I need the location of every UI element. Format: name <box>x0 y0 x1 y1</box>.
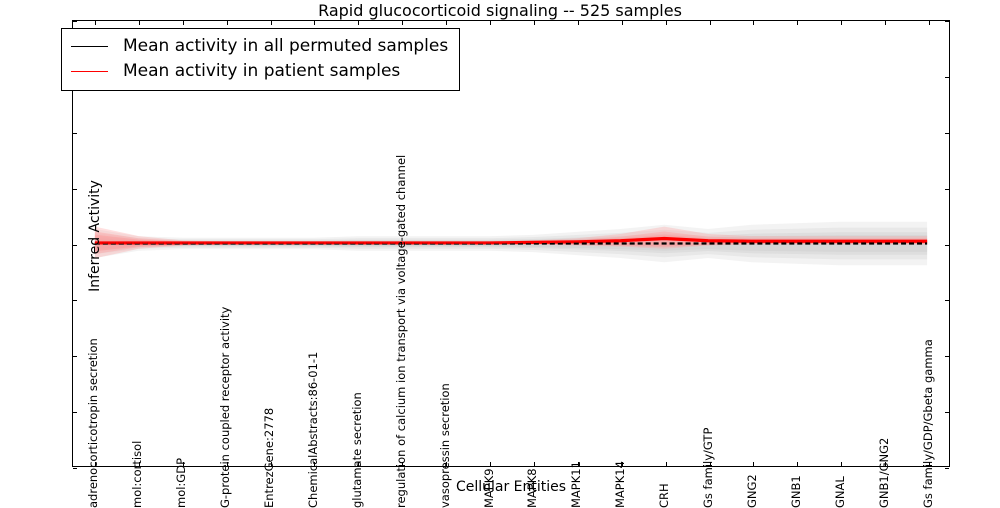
y-tick-mark <box>945 356 949 358</box>
x-tick-mark <box>841 21 843 25</box>
x-tick-mark <box>490 462 492 466</box>
legend-label-patient: Mean activity in patient samples <box>123 61 401 81</box>
x-tick-label: EntrezGene:2778 <box>262 407 277 508</box>
legend-swatch-patient <box>71 71 108 72</box>
plot-clip-region <box>73 21 949 466</box>
x-tick-mark <box>182 462 184 466</box>
x-tick-mark <box>753 462 755 466</box>
y-tick-mark <box>73 412 77 414</box>
chart-legend: Mean activity in all permuted samples Me… <box>61 28 461 91</box>
x-tick-mark <box>885 462 887 466</box>
x-tick-mark <box>753 21 755 25</box>
x-tick-label: glutamate secretion <box>349 392 364 508</box>
x-tick-mark <box>138 21 140 25</box>
y-tick-mark <box>73 244 77 246</box>
data-plot-svg <box>94 221 928 266</box>
y-tick-mark <box>945 300 949 302</box>
x-tick-mark <box>94 21 96 25</box>
x-tick-mark <box>446 21 448 25</box>
x-tick-mark <box>665 462 667 466</box>
x-tick-mark <box>358 462 360 466</box>
y-tick-mark <box>73 188 77 190</box>
x-tick-mark <box>533 21 535 25</box>
x-tick-label: mol:cortisol <box>130 440 145 508</box>
y-tick-mark <box>945 468 949 469</box>
x-tick-mark <box>226 21 228 25</box>
x-tick-mark <box>402 21 404 25</box>
x-tick-mark <box>270 462 272 466</box>
y-tick-mark <box>945 132 949 134</box>
x-tick-mark <box>709 21 711 25</box>
x-tick-mark <box>314 462 316 466</box>
legend-swatch-permuted <box>71 46 108 47</box>
x-tick-mark <box>270 21 272 25</box>
x-tick-mark <box>577 21 579 25</box>
x-tick-label: mol:GDP <box>174 457 189 508</box>
y-tick-mark <box>73 132 77 134</box>
y-tick-mark <box>945 76 949 78</box>
x-tick-mark <box>314 21 316 25</box>
x-tick-mark <box>138 462 140 466</box>
x-tick-label: Gs family/GTP <box>701 427 716 508</box>
x-tick-label: G-protein coupled receptor activity <box>218 306 233 508</box>
x-tick-mark <box>929 462 931 466</box>
x-tick-mark <box>797 21 799 25</box>
x-tick-label: MAPK9 <box>481 468 496 508</box>
x-tick-mark <box>841 462 843 466</box>
y-tick-mark <box>945 21 949 22</box>
x-tick-mark <box>621 21 623 25</box>
x-tick-mark <box>226 462 228 466</box>
x-tick-mark <box>533 462 535 466</box>
series-line <box>94 237 928 244</box>
y-tick-mark <box>73 356 77 358</box>
x-tick-label: CRH <box>657 483 672 508</box>
legend-item-patient: Mean activity in patient samples <box>71 59 448 84</box>
x-tick-label: GNB1/GNG2 <box>876 437 891 508</box>
x-tick-label: GNAL <box>832 476 847 508</box>
y-tick-mark <box>945 188 949 190</box>
x-tick-label: MAPK14 <box>613 461 628 508</box>
x-tick-label: adrenocorticotropin secretion <box>86 338 101 508</box>
legend-item-permuted: Mean activity in all permuted samples <box>71 34 448 59</box>
x-axis-label: Cellular Entities <box>455 479 567 495</box>
x-tick-label: GNG2 <box>744 474 759 508</box>
x-tick-mark <box>797 462 799 466</box>
y-tick-mark <box>73 21 77 22</box>
x-tick-label: regulation of calcium ion transport via … <box>393 154 408 508</box>
x-tick-mark <box>446 462 448 466</box>
y-tick-mark <box>73 300 77 302</box>
y-tick-mark <box>945 412 949 414</box>
x-tick-label: MAPK8 <box>525 468 540 508</box>
x-tick-mark <box>665 21 667 25</box>
x-tick-label: MAPK11 <box>569 461 584 508</box>
y-tick-mark <box>945 244 949 246</box>
chart-title: Rapid glucocorticoid signaling -- 525 sa… <box>318 1 682 20</box>
x-tick-mark <box>885 21 887 25</box>
x-tick-label: GNB1 <box>788 475 803 508</box>
x-tick-label: Gs family/GDP/Gbeta gamma <box>920 339 935 508</box>
x-tick-mark <box>577 462 579 466</box>
x-tick-mark <box>182 21 184 25</box>
x-tick-mark <box>358 21 360 25</box>
x-tick-mark <box>490 21 492 25</box>
x-tick-label: ChemicalAbstracts:86-01-1 <box>305 351 320 508</box>
plot-area: 43210−1−2−3−4 adrenocorticotropin secret… <box>72 20 950 508</box>
y-tick-mark <box>73 468 77 469</box>
legend-label-permuted: Mean activity in all permuted samples <box>123 36 449 56</box>
x-tick-mark <box>621 462 623 466</box>
x-tick-mark <box>929 21 931 25</box>
x-tick-mark <box>402 462 404 466</box>
x-tick-mark <box>94 462 96 466</box>
x-tick-label: vasopressin secretion <box>437 383 452 508</box>
x-tick-mark <box>709 462 711 466</box>
